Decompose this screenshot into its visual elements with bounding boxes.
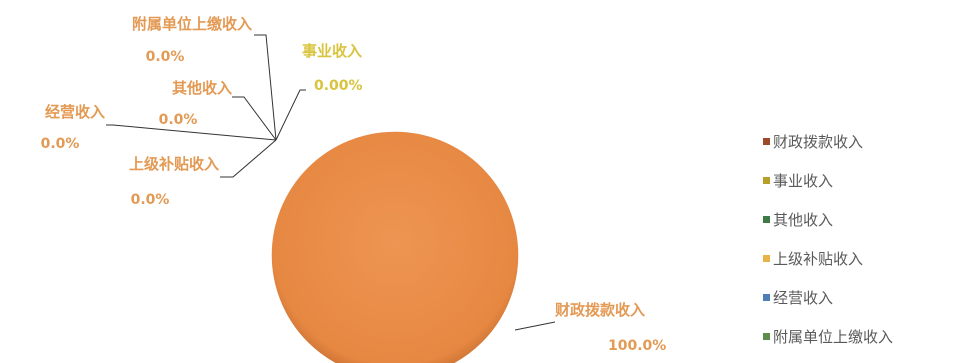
legend-label: 事业收入 bbox=[773, 172, 834, 190]
leader-line bbox=[220, 139, 277, 178]
chart-legend: 财政拨款收入 事业收入 其他收入 上级补贴收入 经营收入 附属单位上缴收入 bbox=[763, 122, 953, 356]
pie-slice bbox=[270, 130, 520, 363]
legend-item: 上级补贴收入 bbox=[763, 239, 953, 278]
legend-swatch bbox=[763, 333, 770, 340]
legend-item: 附属单位上缴收入 bbox=[763, 317, 953, 356]
legend-label: 上级补贴收入 bbox=[773, 250, 864, 268]
data-label-category: 附属单位上缴收入 bbox=[132, 15, 252, 33]
leader-line bbox=[275, 89, 306, 141]
legend-label: 财政拨款收入 bbox=[773, 133, 864, 151]
leader-line bbox=[106, 124, 277, 141]
legend-item: 经营收入 bbox=[763, 278, 953, 317]
legend-swatch bbox=[763, 216, 770, 223]
legend-swatch bbox=[763, 255, 770, 262]
legend-swatch bbox=[763, 177, 770, 184]
data-label-value: 100.0% bbox=[608, 338, 666, 354]
data-label-value: 0.00% bbox=[314, 78, 363, 94]
data-label-category: 财政拨款收入 bbox=[555, 301, 645, 319]
data-label-value: 0.0% bbox=[159, 112, 198, 128]
legend-swatch bbox=[763, 294, 770, 301]
leader-line bbox=[254, 34, 277, 141]
data-label-value: 0.0% bbox=[146, 49, 185, 65]
data-label-category: 事业收入 bbox=[302, 42, 362, 60]
legend-item: 财政拨款收入 bbox=[763, 122, 953, 161]
legend-item: 其他收入 bbox=[763, 200, 953, 239]
data-label-value: 0.0% bbox=[41, 136, 80, 152]
data-label-category: 其他收入 bbox=[172, 79, 232, 97]
leader-line bbox=[232, 96, 277, 141]
legend-swatch bbox=[763, 138, 770, 145]
legend-label: 附属单位上缴收入 bbox=[773, 328, 894, 346]
legend-item: 事业收入 bbox=[763, 161, 953, 200]
data-label-category: 上级补贴收入 bbox=[129, 155, 219, 173]
leader-line bbox=[514, 321, 556, 331]
legend-label: 其他收入 bbox=[773, 211, 834, 229]
data-label-category: 经营收入 bbox=[45, 103, 105, 121]
legend-label: 经营收入 bbox=[773, 289, 834, 307]
data-label-value: 0.0% bbox=[131, 192, 170, 208]
